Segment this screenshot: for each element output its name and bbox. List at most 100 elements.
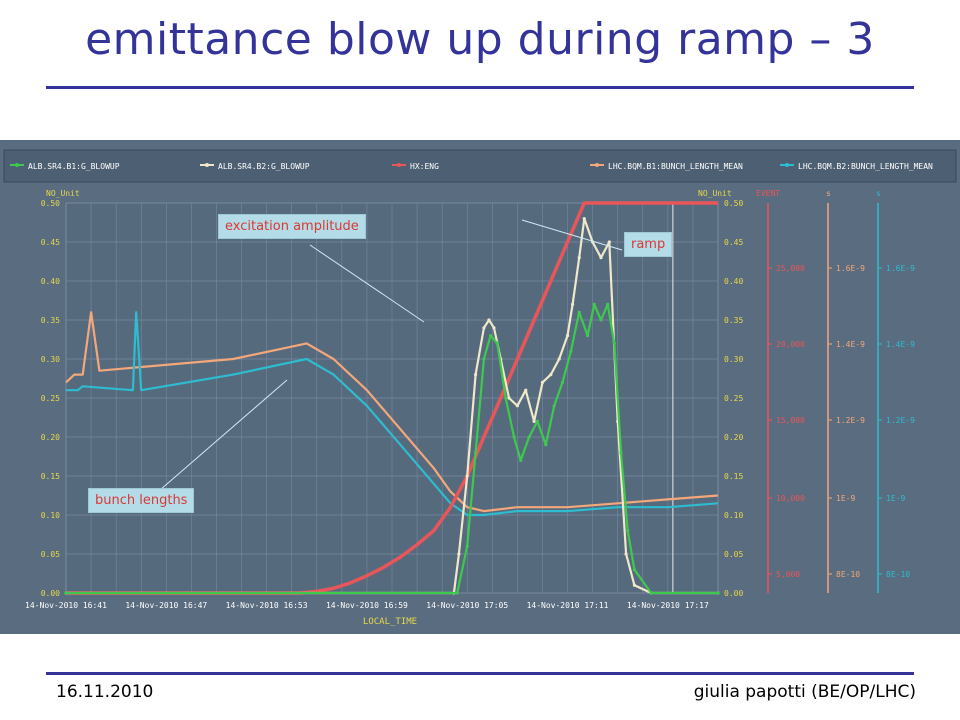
extra-tick-label: 20,000	[776, 340, 805, 349]
extra-tick-label: 10,000	[776, 494, 805, 503]
series-point	[632, 583, 637, 587]
legend-label: ALB.SR4.B1:G_BLOWUP	[28, 162, 120, 171]
x-tick-label: 14-Nov-2010 16:41	[25, 601, 107, 610]
series-line	[66, 217, 718, 595]
series-point	[560, 380, 565, 384]
left-tick-label: 0.00	[41, 589, 60, 598]
callout-bunch-lengths: bunch lengths	[88, 488, 195, 513]
slide-title: emittance blow up during ramp – 3	[85, 14, 875, 65]
series-point	[619, 451, 623, 455]
right-tick-label: 0.10	[724, 511, 743, 520]
extra-tick-label: 1.4E-9	[886, 340, 915, 349]
right-tick-label: 0.25	[724, 394, 743, 403]
left-tick-label: 0.35	[41, 316, 60, 325]
extra-tick-label: 1.6E-9	[886, 264, 915, 273]
extra-tick-label: 1.6E-9	[836, 264, 865, 273]
legend-label: LHC.BQM.B2:BUNCH_LENGTH_MEAN	[798, 162, 933, 171]
callout-arrow-excitation	[309, 244, 425, 323]
blowup-chart: ALB.SR4.B1:G_BLOWUP ALB.SR4.B2:G_BLOWUP HX…	[3, 149, 957, 627]
series-point	[512, 435, 516, 439]
extra-axis-title: EVENT	[756, 189, 780, 198]
series-point	[592, 302, 596, 306]
callout-excitation-amplitude: excitation amplitude	[218, 214, 366, 239]
legend-bar	[3, 149, 957, 183]
legend-marker	[595, 163, 599, 167]
extra-tick-label: 1.2E-9	[836, 416, 865, 425]
series-point	[606, 302, 610, 306]
left-tick-label: 0.40	[41, 277, 60, 286]
series-point	[535, 419, 540, 423]
extra-tick-label: 8E-10	[886, 570, 910, 579]
series-point	[482, 326, 486, 330]
series-point	[465, 544, 469, 548]
series-point	[465, 474, 469, 478]
series-point	[504, 396, 508, 400]
series-point	[632, 568, 637, 572]
series-point	[519, 458, 523, 462]
extra-tick-label: 25,000	[776, 264, 805, 273]
footer-date: 16.11.2010	[56, 682, 154, 702]
series-point	[716, 591, 720, 595]
right-tick-label: 0.40	[724, 277, 743, 286]
callout-arrow-ramp	[521, 219, 623, 251]
series-point	[612, 341, 616, 345]
legend-marker	[15, 163, 19, 167]
chart-panel: ALB.SR4.B1:G_BLOWUP ALB.SR4.B2:G_BLOWUP HX…	[0, 140, 960, 634]
series-point	[577, 256, 581, 260]
right-tick-label: 0.45	[724, 238, 743, 247]
extra-tick-label: 1E-9	[836, 494, 855, 503]
extra-tick-label: 8E-10	[836, 570, 860, 579]
x-tick-label: 14-Nov-2010 17:05	[426, 601, 508, 610]
series-point	[570, 302, 575, 306]
series-point	[492, 326, 496, 330]
series-point	[565, 334, 570, 338]
callout-arrow-bunch	[159, 379, 288, 491]
series-line	[66, 311, 719, 517]
legend-label: HX:ENG	[410, 162, 439, 171]
left-tick-label: 0.45	[41, 238, 60, 247]
series-point	[473, 373, 478, 377]
right-tick-label: 0.20	[724, 433, 743, 442]
footer-author: giulia papotti (BE/OP/LHC)	[693, 682, 916, 702]
series-point	[64, 591, 68, 595]
series-point	[626, 529, 630, 533]
series-point	[457, 552, 461, 556]
extra-axis-title: s	[876, 189, 881, 198]
series-point	[599, 318, 603, 322]
left-axis-title: NO_Unit	[46, 189, 80, 198]
right-tick-label: 0.30	[724, 355, 743, 364]
legend-marker	[397, 163, 401, 167]
series-point	[599, 256, 603, 260]
right-tick-label: 0.35	[724, 316, 743, 325]
series-point	[544, 443, 548, 447]
series-point	[552, 404, 556, 408]
series-point	[540, 380, 545, 384]
series-point	[515, 404, 519, 408]
extra-tick-label: 1E-9	[886, 494, 905, 503]
left-tick-label: 0.25	[41, 394, 60, 403]
x-tick-label: 14-Nov-2010 16:47	[125, 601, 207, 610]
left-tick-label: 0.30	[41, 355, 60, 364]
legend-marker	[785, 163, 789, 167]
series-point	[455, 591, 459, 595]
left-tick-label: 0.20	[41, 433, 60, 442]
right-tick-label: 0.50	[724, 199, 743, 208]
series-point	[524, 388, 528, 392]
series-line	[66, 201, 718, 595]
series-point	[586, 334, 590, 338]
series-point	[582, 217, 586, 221]
left-tick-label: 0.10	[41, 511, 60, 520]
left-tick-label: 0.50	[41, 199, 60, 208]
right-tick-label: 0.15	[724, 472, 743, 481]
x-tick-label: 14-Nov-2010 16:53	[226, 601, 308, 610]
series-point	[507, 396, 511, 400]
left-tick-label: 0.05	[41, 550, 60, 559]
x-tick-label: 14-Nov-2010 16:59	[326, 601, 408, 610]
extra-tick-label: 1.2E-9	[886, 416, 915, 425]
x-tick-label: 14-Nov-2010 17:11	[527, 601, 609, 610]
left-tick-label: 0.15	[41, 472, 60, 481]
series-point	[557, 357, 561, 361]
series-point	[473, 451, 478, 455]
x-tick-label: 14-Nov-2010 17:17	[627, 601, 709, 610]
series-point	[527, 435, 531, 439]
